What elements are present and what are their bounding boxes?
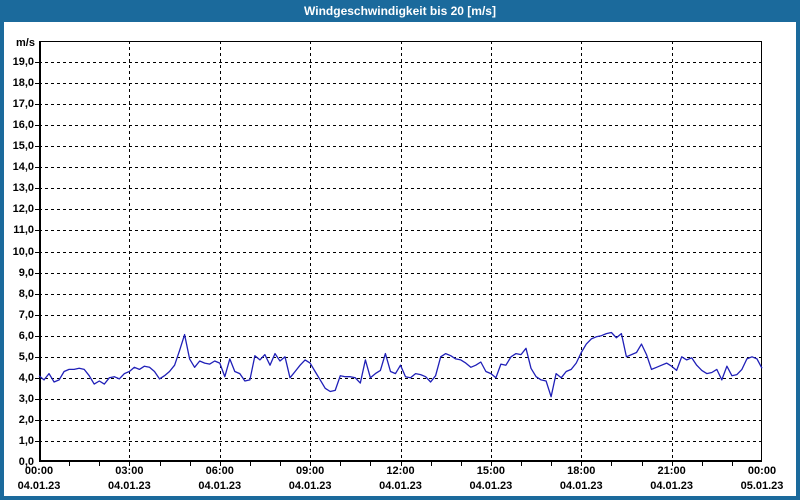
y-tick-label: 1,0 — [18, 434, 34, 447]
x-tick-date-label: 04.01.23 — [559, 480, 603, 492]
x-tick-time-label: 18:00 — [567, 465, 596, 477]
x-tick-date-label: 04.01.23 — [650, 480, 694, 492]
y-tick-label: 14,0 — [12, 161, 34, 174]
y-tick-label: 7,0 — [18, 308, 34, 321]
title-bar: Windgeschwindigkeit bis 20 [m/s] — [0, 0, 800, 22]
x-tick-time-label: 12:00 — [386, 465, 415, 477]
chart-title: Windgeschwindigkeit bis 20 [m/s] — [304, 4, 496, 18]
y-tick-label: 16,0 — [12, 119, 34, 132]
y-axis-unit-label: m/s — [16, 37, 35, 49]
y-tick-label: 6,0 — [18, 329, 34, 342]
y-tick-label: 3,0 — [18, 392, 34, 405]
x-tick-date-label: 04.01.23 — [469, 480, 513, 492]
chart-panel: m/s 0,0 1,0 2,0 3,0 4,0 5,0 6,0 7,0 8,0 9,0 10,0 11… — [4, 22, 796, 496]
wind-speed-line — [38, 331, 763, 398]
y-tick-label: 4,0 — [18, 371, 34, 384]
y-tick-label: 12,0 — [12, 203, 34, 216]
x-tick-time-label: 21:00 — [657, 465, 686, 477]
x-tick-date-label: 04.01.23 — [288, 480, 332, 492]
x-tick-time-label: 03:00 — [115, 465, 144, 477]
x-tick-time-label: 15:00 — [476, 465, 505, 477]
y-tick-label: 19,0 — [12, 56, 34, 69]
y-tick-label: 9,0 — [18, 266, 34, 279]
y-tick-label: 18,0 — [12, 77, 34, 90]
plot-area — [35, 41, 763, 466]
y-tick-label: 17,0 — [12, 98, 34, 111]
y-tick-label: 8,0 — [18, 287, 34, 300]
y-tick-label: 5,0 — [18, 350, 34, 363]
x-tick-date-label: 04.01.23 — [107, 480, 151, 492]
x-tick-time-label: 06:00 — [205, 465, 234, 477]
y-tick-label: 2,0 — [18, 413, 34, 426]
x-tick-date-label: 04.01.23 — [379, 480, 422, 492]
x-tick-date-label: 04.01.23 — [198, 480, 242, 492]
x-tick-time-label: 00:00 — [747, 465, 777, 477]
x-tick-date-label: 04.01.23 — [17, 480, 61, 492]
y-tick-label: 11,0 — [13, 224, 34, 237]
x-tick-time-label: 00:00 — [24, 465, 54, 477]
y-tick-label: 13,0 — [12, 182, 34, 195]
x-tick-time-label: 09:00 — [296, 465, 325, 477]
y-tick-label: 15,0 — [12, 140, 34, 153]
y-tick-label: 10,0 — [12, 245, 34, 258]
x-tick-date-label: 05.01.23 — [740, 480, 784, 492]
y-tick-label: 0,0 — [18, 456, 34, 468]
